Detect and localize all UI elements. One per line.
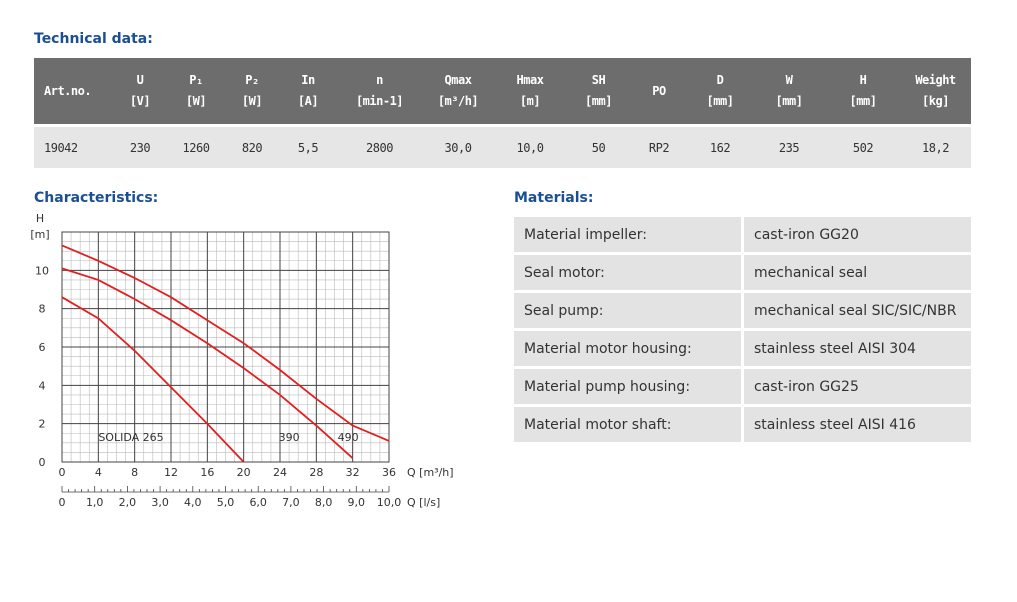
table-header-row: Art.no. U [V] P₁ [W] P₂ [W] In [A] n [min-1] … — [34, 58, 971, 124]
x-tick-label: 24 — [273, 466, 287, 479]
header-weight: Weight [kg] — [900, 58, 971, 124]
x2-tick-label: 4,0 — [184, 496, 202, 509]
cell-hmax: 10,0 — [493, 127, 567, 168]
list-item: Material pump housing: cast-iron GG25 — [514, 369, 971, 404]
table-row: 19042 230 1260 820 5,5 2800 30,0 10,0 50… — [34, 127, 971, 168]
material-key: Seal motor: — [514, 255, 744, 290]
material-value: stainless steel AISI 416 — [744, 407, 971, 442]
y-tick-label: 4 — [39, 379, 46, 392]
curve-line-1 — [61, 296, 245, 463]
materials-title: Materials: — [514, 190, 594, 206]
y-tick-label: 8 — [39, 303, 46, 316]
x2-tick-label: 10,0 — [377, 496, 402, 509]
characteristics-title: Characteristics: — [34, 190, 159, 206]
material-value: cast-iron GG25 — [744, 369, 971, 404]
cell-qmax: 30,0 — [423, 127, 493, 168]
header-sh: SH [mm] — [567, 58, 630, 124]
curve-line-2 — [61, 267, 354, 459]
material-key: Material impeller: — [514, 217, 744, 252]
x2-tick-label: 0 — [59, 496, 66, 509]
materials-table: Material impeller: cast-iron GG20 Seal mo… — [514, 214, 971, 445]
cell-current: 5,5 — [280, 127, 336, 168]
y-tick-label: 0 — [39, 456, 46, 469]
technical-data-title: Technical data: — [34, 31, 153, 47]
x2-tick-label: 2,0 — [119, 496, 136, 509]
header-h: H [mm] — [826, 58, 900, 124]
curve-label: SOLIDA 265 — [98, 431, 163, 444]
x-tick-label: 36 — [382, 466, 396, 479]
list-item: Material impeller: cast-iron GG20 — [514, 217, 971, 252]
x-tick-label: 28 — [309, 466, 323, 479]
header-p1: P₁ [W] — [168, 58, 224, 124]
x-tick-label: 4 — [95, 466, 102, 479]
list-item: Material motor housing: stainless steel A… — [514, 331, 971, 366]
list-item: Seal pump: mechanical seal SIC/SIC/NBR — [514, 293, 971, 328]
list-item: Seal motor: mechanical seal — [514, 255, 971, 290]
header-d: D [mm] — [688, 58, 752, 124]
header-speed: n [min-1] — [336, 58, 423, 124]
x2-tick-label: 6,0 — [249, 496, 267, 509]
x2-tick-label: 1,0 — [86, 496, 104, 509]
technical-data-table: Art.no. U [V] P₁ [W] P₂ [W] In [A] n [min-1] … — [34, 58, 971, 168]
curve-label: 490 — [338, 431, 359, 444]
x-tick-label: 16 — [200, 466, 214, 479]
x2-tick-label: 5,0 — [217, 496, 235, 509]
header-po: PO — [630, 58, 688, 124]
y-axis-label: H — [36, 212, 44, 225]
x2-axis-label: Q [l/s] — [407, 496, 440, 509]
x-tick-label: 8 — [131, 466, 138, 479]
cell-weight: 18,2 — [900, 127, 971, 168]
x-tick-label: 20 — [237, 466, 251, 479]
header-art-no: Art.no. — [34, 58, 112, 124]
cell-p2: 820 — [224, 127, 280, 168]
header-w: W [mm] — [752, 58, 826, 124]
cell-sh: 50 — [567, 127, 630, 168]
material-value: stainless steel AISI 304 — [744, 331, 971, 366]
x-tick-label: 0 — [59, 466, 66, 479]
header-voltage: U [V] — [112, 58, 168, 124]
cell-p1: 1260 — [168, 127, 224, 168]
y-tick-label: 2 — [39, 418, 46, 431]
x2-tick-label: 8,0 — [315, 496, 333, 509]
y-axis-unit: [m] — [30, 228, 49, 241]
header-qmax: Qmax [m³/h] — [423, 58, 493, 124]
x2-tick-label: 9,0 — [348, 496, 366, 509]
list-item: Material motor shaft: stainless steel AIS… — [514, 407, 971, 442]
material-key: Material motor housing: — [514, 331, 744, 366]
x-tick-label: 32 — [346, 466, 360, 479]
x-axis-label: Q [m³/h] — [407, 466, 454, 479]
material-value: mechanical seal — [744, 255, 971, 290]
material-value: cast-iron GG20 — [744, 217, 971, 252]
y-tick-label: 6 — [39, 341, 46, 354]
cell-po: RP2 — [630, 127, 688, 168]
cell-h: 502 — [826, 127, 900, 168]
cell-w: 235 — [752, 127, 826, 168]
curve-line-3 — [61, 244, 390, 442]
material-key: Seal pump: — [514, 293, 744, 328]
x2-tick-label: 7,0 — [282, 496, 300, 509]
cell-d: 162 — [688, 127, 752, 168]
material-key: Material motor shaft: — [514, 407, 744, 442]
header-current: In [A] — [280, 58, 336, 124]
curve-label: 390 — [279, 431, 300, 444]
y-tick-label: 10 — [35, 264, 49, 277]
header-p2: P₂ [W] — [224, 58, 280, 124]
cell-voltage: 230 — [112, 127, 168, 168]
x-tick-label: 12 — [164, 466, 178, 479]
header-hmax: Hmax [m] — [493, 58, 567, 124]
material-value: mechanical seal SIC/SIC/NBR — [744, 293, 971, 328]
material-key: Material pump housing: — [514, 369, 744, 404]
cell-art-no: 19042 — [34, 127, 112, 168]
cell-speed: 2800 — [336, 127, 423, 168]
x2-tick-label: 3,0 — [151, 496, 169, 509]
plot-frame — [61, 231, 390, 463]
